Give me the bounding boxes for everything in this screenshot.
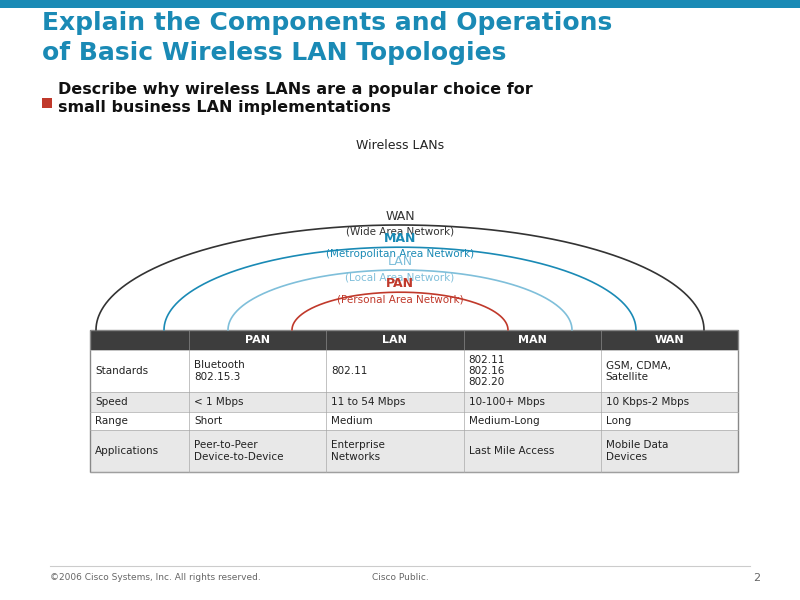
Bar	[0, 0, 800, 8]
Bar	[90, 350, 738, 392]
Text: Speed: Speed	[95, 397, 128, 407]
Text: 802.16: 802.16	[469, 366, 505, 376]
Text: Satellite: Satellite	[606, 371, 649, 382]
Text: of Basic Wireless LAN Topologies: of Basic Wireless LAN Topologies	[42, 41, 506, 65]
Text: Explain the Components and Operations: Explain the Components and Operations	[42, 11, 612, 35]
Bar	[90, 330, 738, 350]
Text: small business LAN implementations: small business LAN implementations	[58, 100, 391, 115]
Text: 11 to 54 Mbps: 11 to 54 Mbps	[331, 397, 406, 407]
Text: WAN: WAN	[654, 335, 684, 345]
Text: Device-to-Device: Device-to-Device	[194, 451, 283, 461]
Text: WAN: WAN	[385, 210, 415, 223]
Text: ©2006 Cisco Systems, Inc. All rights reserved.: ©2006 Cisco Systems, Inc. All rights res…	[50, 574, 261, 583]
Text: Last Mile Access: Last Mile Access	[469, 446, 554, 456]
Text: Devices: Devices	[606, 451, 647, 461]
Text: < 1 Mbps: < 1 Mbps	[194, 397, 243, 407]
Text: PAN: PAN	[245, 335, 270, 345]
Text: Range: Range	[95, 416, 128, 426]
Text: Medium: Medium	[331, 416, 373, 426]
Text: 802.15.3: 802.15.3	[194, 371, 241, 382]
Text: (Wide Area Network): (Wide Area Network)	[346, 227, 454, 237]
Text: Short: Short	[194, 416, 222, 426]
Text: Peer-to-Peer: Peer-to-Peer	[194, 440, 258, 451]
Text: Applications: Applications	[95, 446, 159, 456]
Text: (Local Area Network): (Local Area Network)	[346, 272, 454, 282]
Bar	[90, 392, 738, 412]
Text: Medium-Long: Medium-Long	[469, 416, 539, 426]
Text: Networks: Networks	[331, 451, 381, 461]
Text: Long: Long	[606, 416, 631, 426]
Text: 802.11: 802.11	[469, 355, 505, 365]
Bar	[90, 430, 738, 472]
Text: MAN: MAN	[384, 232, 416, 245]
Text: 802.20: 802.20	[469, 377, 505, 387]
Text: Wireless LANs: Wireless LANs	[356, 139, 444, 152]
Text: (Metropolitan Area Network): (Metropolitan Area Network)	[326, 249, 474, 259]
Text: LAN: LAN	[382, 335, 407, 345]
Text: LAN: LAN	[387, 255, 413, 268]
Text: Mobile Data: Mobile Data	[606, 440, 668, 451]
Bar	[90, 330, 738, 472]
Text: 10 Kbps-2 Mbps: 10 Kbps-2 Mbps	[606, 397, 689, 407]
Text: 10-100+ Mbps: 10-100+ Mbps	[469, 397, 545, 407]
Text: Cisco Public.: Cisco Public.	[372, 574, 428, 583]
Text: 2: 2	[753, 573, 760, 583]
Text: Bluetooth: Bluetooth	[194, 361, 245, 370]
Bar	[42, 98, 52, 108]
Bar	[90, 412, 738, 430]
Text: Describe why wireless LANs are a popular choice for: Describe why wireless LANs are a popular…	[58, 82, 533, 97]
Text: Enterprise: Enterprise	[331, 440, 385, 451]
Text: (Personal Area Network): (Personal Area Network)	[337, 294, 463, 304]
Text: 802.11: 802.11	[331, 366, 368, 376]
Text: Standards: Standards	[95, 366, 148, 376]
Text: PAN: PAN	[386, 277, 414, 290]
Text: GSM, CDMA,: GSM, CDMA,	[606, 361, 670, 370]
Text: MAN: MAN	[518, 335, 546, 345]
